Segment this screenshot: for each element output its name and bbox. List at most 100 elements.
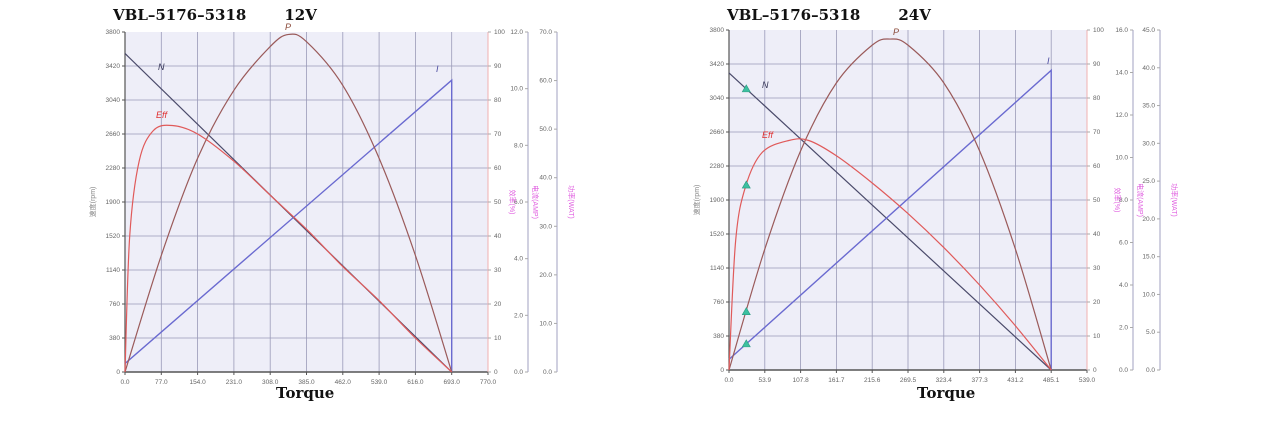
efficiency-tick-label: 20 [1093,299,1101,306]
series-label-i: I [436,64,439,74]
efficiency-tick-label: 10 [1093,333,1101,340]
axis-tick-label: 14.0 [1115,70,1128,77]
series-label-p: P [893,27,899,37]
x-tick-label: 269.5 [900,377,917,384]
x-tick-label: 539.0 [1079,377,1096,384]
series-label-i: I [1047,56,1050,66]
y-axis-label: 速度(rpm) [692,185,701,216]
axis-tick-label: 20.0 [539,272,552,279]
axis-tick-label: 4.0 [1119,282,1128,289]
triangle-marker-icon [741,307,751,315]
axis-tick-label: 8.0 [1119,197,1128,204]
y-tick-label: 3040 [710,95,725,102]
model-name: VBL–5176–5318 [727,6,861,24]
x-tick-label: 431.2 [1007,377,1024,384]
axis-tick-label: 4.0 [514,256,523,263]
axis-tick-label: 0.0 [543,369,552,376]
y-tick-label: 3040 [106,97,121,104]
y-tick-label: 2280 [710,163,725,170]
y-tick-label: 0 [116,369,120,376]
axis-tick-label: 40.0 [1142,65,1155,72]
x-tick-label: 161.7 [828,377,845,384]
axis-tick-label: 15.0 [1142,254,1155,261]
efficiency-tick-label: 100 [494,29,505,36]
y-tick-label: 1520 [106,233,121,240]
y-tick-label: 2660 [106,131,121,138]
x-tick-label: 77.0 [155,379,168,386]
axis-tick-label: 8.0 [514,142,523,149]
y-tick-label: 1520 [710,231,725,238]
axis-tick-label: 35.0 [1142,103,1155,110]
x-tick-label: 539.0 [371,379,388,386]
series-label-eff: Eff [762,130,775,140]
axis-tick-label: 10.0 [539,320,552,327]
y-tick-label: 760 [109,301,120,308]
y-tick-label: 1140 [710,265,724,272]
efficiency-axis-label: 效率(%) [508,190,517,215]
y-tick-label: 2660 [710,129,725,136]
series-p [728,38,1052,371]
axis-tick-label: 0.0 [1146,367,1155,374]
x-tick-label: 308.0 [262,379,279,386]
efficiency-tick-label: 80 [1093,95,1101,102]
series-eff [728,138,1052,371]
axis-tick-label: 6.0 [1119,240,1128,247]
x-tick-label: 53.9 [758,377,771,384]
y-tick-label: 760 [713,299,724,306]
triangle-marker-icon [741,84,751,93]
x-tick-label: 0.0 [120,379,129,386]
series-n [728,72,1052,371]
x-tick-label: 385.0 [298,379,315,386]
chart-title-24v: VBL–5176–5318 24V [727,6,931,24]
y-axis-label: 速度(rpm) [88,187,97,218]
series-label-eff: Eff [156,110,169,120]
series-i [728,68,1052,370]
triangle-marker-icon [741,180,751,189]
axis-tick-label: 10.0 [510,86,523,93]
x-tick-label: 616.0 [407,379,424,386]
axis-tick-label: 30.0 [1142,140,1155,147]
x-tick-label: 231.0 [226,379,243,386]
series-label-n: N [158,62,165,72]
y-tick-label: 3800 [710,27,725,34]
model-name: VBL–5176–5318 [113,6,247,24]
y-tick-label: 1140 [106,267,120,274]
efficiency-tick-label: 80 [494,97,502,104]
y-tick-label: 380 [109,335,120,342]
axis-tick-label: 12.0 [1115,112,1128,119]
axis-tick-label: 2.0 [514,312,523,319]
y-tick-label: 0 [720,367,724,374]
power-axis-label: 功率(WAT) [1170,183,1179,216]
efficiency-tick-label: 50 [1093,197,1101,204]
chart-title-12v: VBL–5176–5318 12V [113,6,317,24]
efficiency-tick-label: 100 [1093,27,1104,34]
x-tick-label: 0.0 [724,377,733,384]
efficiency-tick-label: 70 [1093,129,1101,136]
efficiency-tick-label: 20 [494,301,502,308]
efficiency-tick-label: 70 [494,131,502,138]
axis-tick-label: 40.0 [539,175,552,182]
axis-tick-label: 30.0 [539,223,552,230]
axis-tick-label: 2.0 [1119,325,1128,332]
axis-tick-label: 10.0 [1115,155,1128,162]
efficiency-tick-label: 60 [494,165,502,172]
axis-tick-label: 12.0 [510,29,523,36]
axis-tick-label: 20.0 [1142,216,1155,223]
y-tick-label: 1900 [106,199,121,206]
x-axis-label-24v: Torque [917,384,976,402]
voltage-label: 12V [284,6,317,24]
y-tick-label: 1900 [710,197,725,204]
y-tick-label: 380 [713,333,724,340]
x-tick-label: 107.8 [792,377,809,384]
efficiency-tick-label: 0 [494,369,498,376]
axis-tick-label: 0.0 [1119,367,1128,374]
efficiency-tick-label: 10 [494,335,502,342]
axis-tick-label: 16.0 [1115,27,1128,34]
x-tick-label: 377.3 [971,377,988,384]
x-tick-label: 485.1 [1043,377,1060,384]
efficiency-tick-label: 90 [494,63,502,70]
x-axis-label-12v: Torque [276,384,335,402]
series-label-n: N [762,80,769,90]
current-axis-label: 电流(AMP) [1136,183,1145,217]
